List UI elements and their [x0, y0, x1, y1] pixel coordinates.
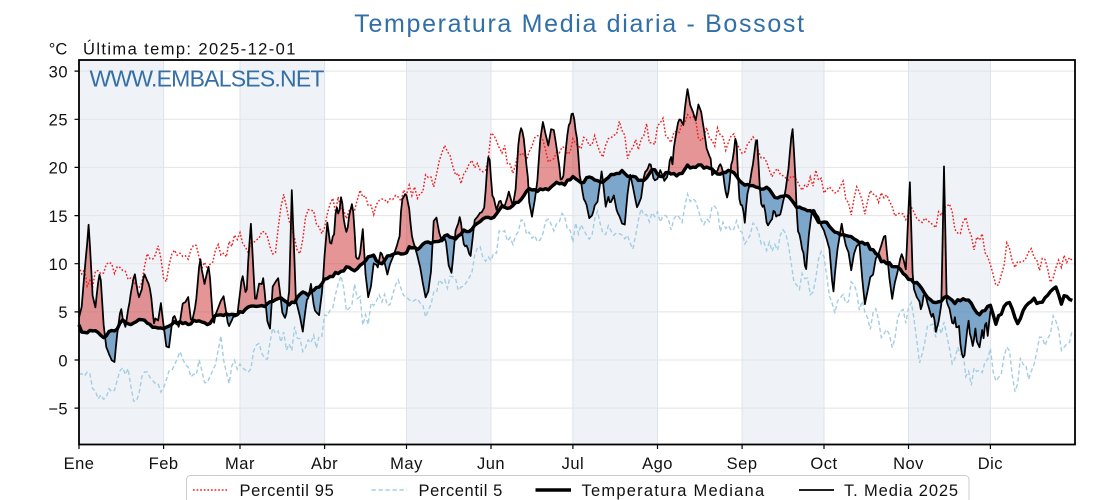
svg-text:Sep: Sep — [727, 455, 758, 473]
svg-text:5: 5 — [58, 304, 68, 322]
svg-text:Percentil 95: Percentil 95 — [240, 482, 335, 500]
svg-text:May: May — [390, 455, 423, 473]
svg-text:Mar: Mar — [225, 455, 255, 473]
svg-text:Percentil 5: Percentil 5 — [419, 482, 503, 500]
svg-text:25: 25 — [49, 112, 68, 130]
svg-text:20: 20 — [49, 160, 68, 178]
svg-text:Oct: Oct — [810, 455, 837, 473]
svg-text:WWW.EMBALSES.NET: WWW.EMBALSES.NET — [90, 65, 325, 91]
svg-text:Ene: Ene — [64, 455, 95, 473]
svg-text:T. Media 2025: T. Media 2025 — [844, 482, 959, 500]
svg-text:Abr: Abr — [311, 455, 338, 473]
svg-text:Temperatura Mediana: Temperatura Mediana — [582, 482, 766, 500]
svg-text:30: 30 — [49, 63, 68, 81]
svg-text:−5: −5 — [48, 400, 68, 418]
svg-text:Dic: Dic — [978, 455, 1003, 473]
svg-text:Temperatura Media diaria - Bos: Temperatura Media diaria - Bossost — [354, 10, 805, 38]
svg-text:0: 0 — [58, 352, 68, 370]
svg-text:Nov: Nov — [893, 455, 924, 473]
svg-text:Feb: Feb — [149, 455, 179, 473]
svg-text:10: 10 — [49, 256, 68, 274]
svg-text:15: 15 — [49, 208, 68, 226]
svg-text:°C: °C — [49, 41, 68, 59]
svg-text:Jun: Jun — [477, 455, 505, 473]
svg-text:Ago: Ago — [642, 455, 673, 473]
svg-text:Última temp: 2025-12-01: Última temp: 2025-12-01 — [83, 40, 297, 59]
svg-text:Jul: Jul — [562, 455, 585, 473]
